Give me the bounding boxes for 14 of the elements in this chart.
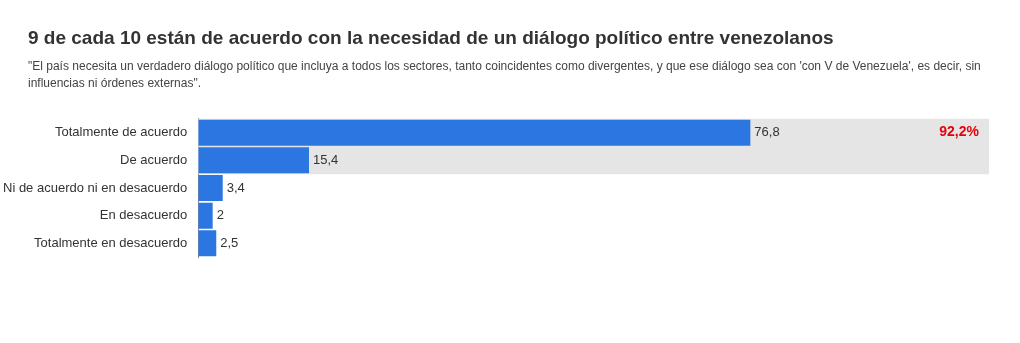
- y-tick-label: Ni de acuerdo ni en desacuerdo: [2, 179, 188, 195]
- y-tick-label: Totalmente de acuerdo: [55, 124, 188, 140]
- data-label: 2,5: [220, 234, 239, 250]
- data-label: 2: [216, 207, 224, 223]
- chart-title: 9 de cada 10 están de acuerdo con la necesidad de un diálogo político entre venezolanos: [28, 27, 834, 49]
- y-tick-label: De acuerdo: [120, 151, 188, 167]
- y-tick-label: En desacuerdo: [99, 207, 188, 223]
- y-tick-label: Totalmente en desacuerdo: [34, 234, 188, 250]
- band-label: 92,2%: [939, 123, 980, 140]
- bar: [198, 174, 223, 202]
- data-label: 76,8: [754, 124, 780, 140]
- data-label: 15,4: [312, 151, 339, 167]
- data-label: 3,4: [226, 179, 245, 195]
- chart-subtitle: "El país necesita un verdadero diálogo político que incluya a todos los sectores, tanto coincidentes como divergentes, y que ese diálogo sea con 'con V de Venezuela', es decir, sin influencias ni órdenes externas".: [28, 58, 982, 92]
